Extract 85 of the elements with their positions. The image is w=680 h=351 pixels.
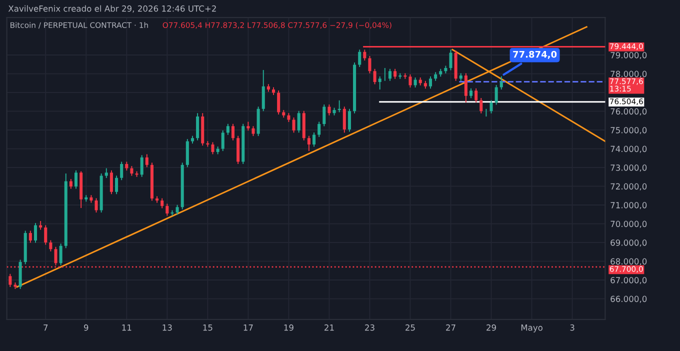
- candlestick: [166, 203, 169, 216]
- candlestick: [449, 49, 452, 71]
- candlestick: [120, 161, 124, 181]
- candlestick: [328, 104, 331, 116]
- x-tick-label: 9: [84, 324, 88, 331]
- candlestick: [312, 132, 316, 148]
- candlestick: [160, 198, 164, 209]
- candlestick: [236, 135, 240, 164]
- candlestick: [378, 76, 382, 90]
- candlestick: [490, 100, 493, 114]
- candlestick: [500, 76, 503, 90]
- candlestick: [277, 90, 280, 115]
- candlestick: [428, 76, 432, 90]
- y-tick-label: 74.000,0: [610, 146, 647, 153]
- x-tick-label: 19: [284, 324, 294, 331]
- x-tick-label: 11: [122, 324, 132, 331]
- candlestick: [358, 49, 362, 68]
- candlestick: [318, 121, 321, 138]
- candlestick: [414, 77, 417, 88]
- y-tick-label: 78.000,0: [610, 70, 647, 78]
- y-tick-label: 67.000,0: [610, 277, 647, 284]
- y-tick-label: 70.000,0: [610, 220, 647, 228]
- x-tick-label: 29: [486, 324, 496, 331]
- y-tick-label: 69.000,0: [610, 240, 647, 247]
- candlestick: [297, 110, 300, 134]
- y-tick-label: 73.000,0: [610, 164, 647, 172]
- candlestick: [74, 170, 78, 190]
- candlestick: [44, 224, 48, 246]
- candlestick: [292, 117, 296, 134]
- candlestick: [34, 222, 38, 244]
- candlestick: [394, 68, 397, 80]
- candlestick: [464, 72, 468, 103]
- candlestick: [363, 49, 366, 61]
- x-tick-label: 27: [446, 324, 456, 331]
- candlestick: [408, 74, 412, 88]
- candlestick: [115, 175, 118, 195]
- candlestick: [221, 130, 224, 152]
- x-tick-label: 25: [406, 324, 415, 331]
- x-tick-label: 15: [203, 324, 212, 331]
- candlestick: [480, 98, 483, 114]
- candlestick: [368, 56, 372, 74]
- candlestick: [307, 135, 310, 152]
- candlestick: [110, 170, 113, 195]
- candlestick: [49, 240, 52, 252]
- candlestick: [140, 154, 144, 178]
- y-tick-label: 76.000,0: [610, 108, 647, 116]
- y-tick-label: 72.000,0: [610, 183, 647, 190]
- y-tick-label: 71.000,0: [610, 202, 647, 210]
- x-tick-label: 7: [44, 324, 48, 331]
- x-tick-label: 17: [244, 324, 253, 331]
- candlestick: [262, 70, 265, 112]
- candlestick: [196, 112, 200, 141]
- candlestick: [322, 104, 326, 127]
- candlestick: [226, 123, 230, 136]
- candlestick: [342, 106, 346, 134]
- candlestick: [186, 138, 189, 168]
- text: XavilveFenix creado el Abr 29, 2026 12:46 UTC+2: [8, 5, 216, 13]
- candlestick: [104, 168, 108, 179]
- x-tick-label: 13: [162, 324, 172, 331]
- candlestick: [474, 88, 478, 103]
- x-tick-label: 23: [365, 324, 374, 331]
- candlestick: [145, 154, 148, 168]
- x-tick-label: Mayo: [521, 324, 542, 332]
- candlestick: [494, 84, 498, 106]
- candlestick: [373, 68, 376, 85]
- candlestick: [176, 204, 179, 216]
- candlestick: [388, 68, 392, 82]
- y-tick-label: 75.000,0: [610, 127, 647, 134]
- candlestick: [469, 88, 473, 99]
- candlestick: [94, 198, 98, 214]
- y-tick-label: 68.000,0: [610, 258, 647, 266]
- x-tick-label: 21: [324, 324, 334, 331]
- candlestick: [211, 142, 214, 155]
- y-tick-label: 66.000,0: [610, 296, 647, 303]
- candlestick: [348, 108, 351, 132]
- annotation: 77.874,0: [513, 50, 557, 59]
- candlestick: [28, 230, 32, 244]
- candlestick: [69, 178, 72, 190]
- candlestick: [8, 273, 12, 288]
- candlestick: [252, 126, 255, 137]
- candlestick: [130, 166, 134, 176]
- y-tick-label: 79.000,0: [610, 52, 647, 60]
- candlestick: [231, 123, 235, 141]
- candlestick: [59, 243, 62, 266]
- x-tick-label: 3: [570, 324, 574, 331]
